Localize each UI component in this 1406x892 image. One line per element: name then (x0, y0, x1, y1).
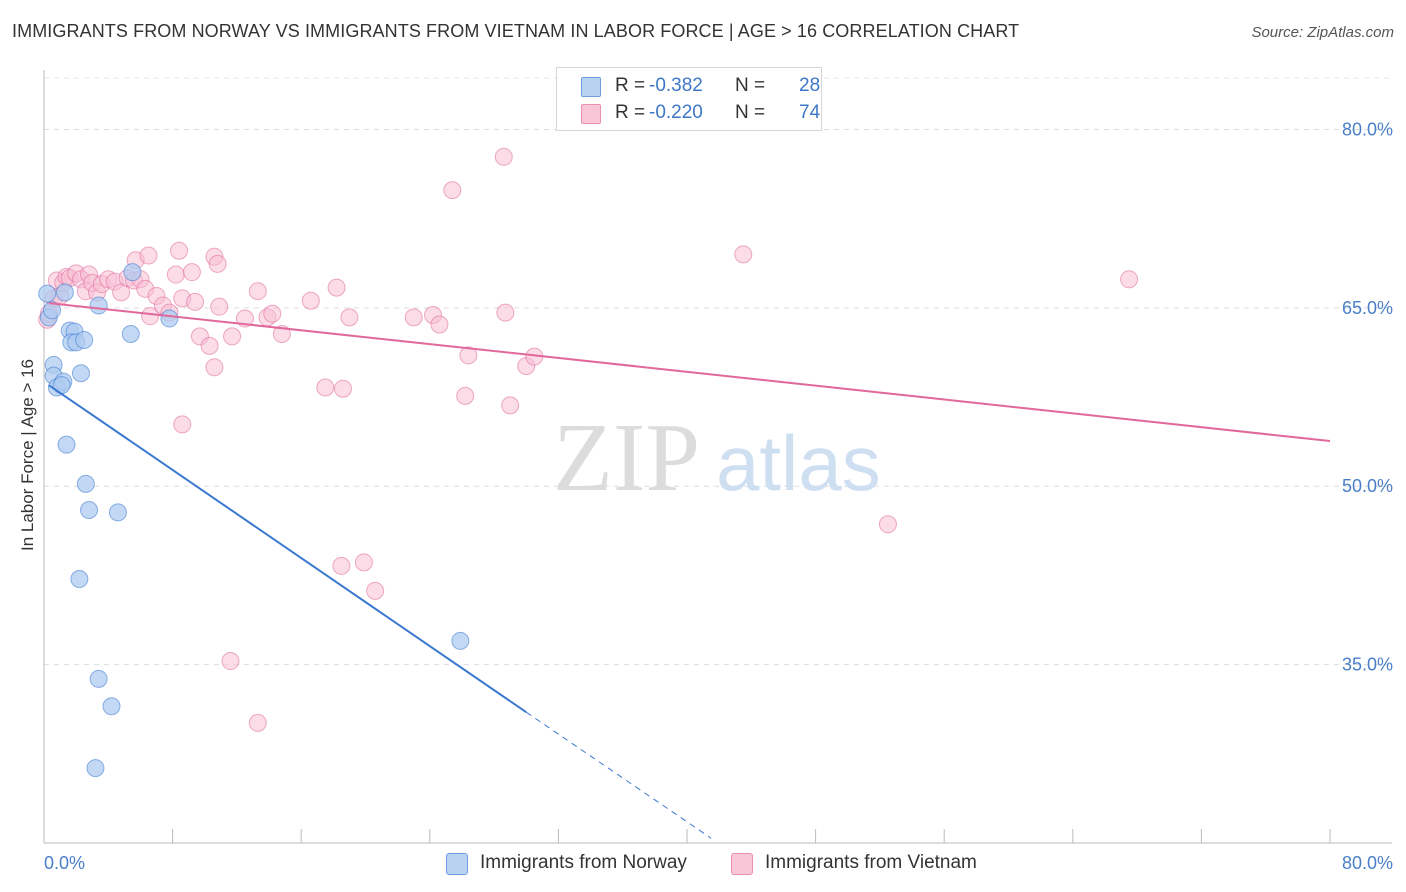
norway-point-17 (121, 325, 140, 344)
norway-point-22 (108, 503, 127, 522)
legend-n-label: N = (735, 75, 766, 96)
vietnam-point-31 (182, 263, 201, 282)
correlation-legend: R = -0.382 N = 28 R = -0.220 N = 74 (556, 67, 822, 131)
norway-trend-line (48, 384, 527, 714)
legend-n-label: N = (735, 102, 766, 123)
legend-n-value-vietnam: 74 (799, 102, 821, 123)
legend-r-label: R = (615, 75, 646, 96)
vietnam-point-30 (170, 241, 189, 260)
x-tick-label-0: 0.0% (44, 853, 85, 873)
norway-point-25 (102, 697, 121, 716)
vietnam-point-43 (263, 304, 282, 323)
legend-r-value-norway: -0.382 (649, 75, 703, 96)
vietnam-point-49 (333, 379, 352, 398)
watermark-atlas: atlas (716, 419, 881, 507)
vietnam-point-29 (139, 246, 158, 265)
vietnam-point-53 (459, 346, 478, 365)
vietnam-point-62 (1120, 270, 1139, 289)
norway-point-9 (57, 435, 76, 454)
vietnam-point-68 (221, 652, 240, 671)
vietnam-point-41 (248, 282, 267, 301)
norway-point-26 (86, 759, 105, 778)
bottom-legend-swatch-vietnam (731, 853, 753, 875)
vietnam-point-60 (494, 147, 513, 166)
x-tick-label-1: 80.0% (1342, 853, 1393, 873)
vietnam-point-48 (316, 378, 335, 397)
vietnam-point-38 (205, 358, 224, 377)
bottom-legend-label-norway: Immigrants from Norway (480, 852, 687, 873)
vietnam-point-35 (210, 297, 229, 316)
vietnam-point-50 (404, 308, 423, 327)
vietnam-point-63 (878, 515, 897, 534)
axes (43, 70, 1392, 844)
vietnam-point-69 (248, 713, 267, 732)
legend-r-value-vietnam: -0.220 (649, 102, 703, 123)
x-tick-labels: 0.0% 80.0% (44, 853, 1393, 873)
y-tick-label-2: 65.0% (1342, 298, 1393, 318)
source-label: Source: ZipAtlas.com (1251, 24, 1394, 41)
legend-swatch-norway (581, 77, 601, 97)
vietnam-point-58 (501, 396, 520, 415)
norway-point-15 (71, 364, 90, 383)
norway-point-18 (123, 263, 142, 282)
bottom-legend-label-vietnam: Immigrants from Vietnam (765, 852, 977, 873)
legend-n-value-norway: 28 (799, 75, 821, 96)
vietnam-point-26 (166, 265, 185, 284)
vietnam-point-44 (272, 325, 291, 344)
vietnam-point-47 (340, 308, 359, 327)
vietnam-point-22 (141, 307, 160, 326)
norway-point-16 (89, 296, 108, 315)
y-tick-label-1: 50.0% (1342, 476, 1393, 496)
norway-point-27 (451, 631, 470, 650)
norway-point-14 (75, 330, 94, 349)
norway-point-21 (80, 501, 99, 520)
vietnam-point-45 (301, 291, 320, 310)
vietnam-trend-line (48, 302, 1331, 443)
y-tick-label-3: 80.0% (1342, 119, 1393, 139)
norway-point-2 (43, 301, 62, 320)
chart-title: IMMIGRANTS FROM NORWAY VS IMMIGRANTS FRO… (12, 21, 1020, 41)
vietnam-point-34 (186, 292, 205, 311)
vietnam-point-57 (456, 386, 475, 405)
vietnam-point-67 (366, 581, 385, 600)
norway-point-19 (160, 309, 179, 328)
norway-point-23 (70, 569, 89, 588)
y-tick-labels: 35.0% 50.0% 65.0% 80.0% (1342, 119, 1393, 674)
vietnam-point-61 (734, 245, 753, 264)
vietnam-point-52 (430, 315, 449, 334)
y-tick-label-0: 35.0% (1342, 655, 1393, 675)
vietnam-point-39 (223, 327, 242, 346)
norway-point-0 (38, 284, 57, 303)
vietnam-point-66 (354, 553, 373, 572)
norway-point-8 (52, 376, 71, 395)
norway-trend-line-extension (525, 711, 712, 839)
vietnam-point-64 (173, 415, 192, 434)
bottom-legend-swatch-norway (446, 853, 468, 875)
legend-swatch-vietnam (581, 104, 601, 124)
vietnam-point-33 (208, 254, 227, 273)
legend-r-label: R = (615, 102, 646, 123)
norway-point-24 (89, 669, 108, 688)
vietnam-point-54 (496, 303, 515, 322)
norway-point-20 (76, 474, 95, 493)
vietnam-point-37 (200, 336, 219, 355)
regression-lines (48, 302, 1331, 839)
vietnam-point-65 (332, 556, 351, 575)
norway-point-3 (55, 283, 74, 302)
vietnam-point-59 (443, 181, 462, 200)
watermark-zip: ZIP (553, 404, 700, 512)
watermark: ZIP atlas (553, 404, 881, 512)
vietnam-point-46 (327, 278, 346, 297)
gridlines (44, 77, 1392, 666)
